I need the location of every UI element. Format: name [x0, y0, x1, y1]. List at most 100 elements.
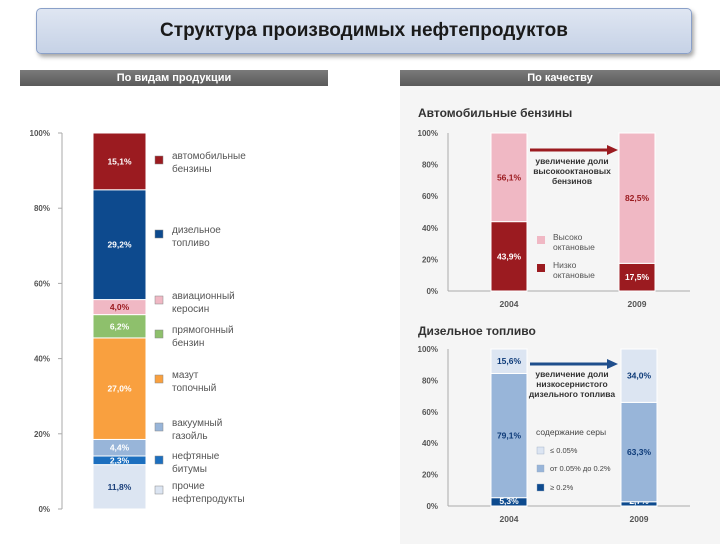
- diesel-y-tick-label: 100%: [418, 345, 438, 354]
- gasoline-bar-segment: [490, 132, 528, 223]
- left-bar-data-label: 29,2%: [107, 240, 132, 250]
- diesel-y-tick-label: 80%: [422, 376, 438, 385]
- left-legend-label-line2: топливо: [172, 238, 210, 249]
- gasoline-legend-label-line1: Низко: [553, 260, 577, 270]
- diesel-y-tick-label: 40%: [422, 439, 438, 448]
- diesel-y-tick-label: 60%: [422, 408, 438, 417]
- right-panel-background: [400, 86, 720, 544]
- left-bar-data-label: 2,3%: [110, 455, 130, 465]
- left-legend-label-line2: топочный: [172, 383, 216, 394]
- left-legend-swatch: [154, 229, 164, 239]
- left-legend-swatch: [154, 422, 164, 432]
- gasoline-legend-swatch: [537, 236, 545, 244]
- gasoline-bar-data-label: 17,5%: [625, 272, 650, 282]
- gasoline-y-tick-label: 60%: [422, 192, 438, 201]
- diesel-bar-data-label: 63,3%: [627, 447, 652, 457]
- diesel-trend-arrow-head: [607, 359, 618, 369]
- gasoline-legend-swatch: [537, 264, 545, 272]
- gasoline-y-tick-label: 20%: [422, 255, 438, 264]
- left-legend-label-line2: битумы: [172, 463, 207, 475]
- right-section-header-label: По качеству: [527, 72, 593, 84]
- left-bar-data-label: 11,8%: [108, 482, 132, 492]
- diesel-x-tick-label: 2004: [500, 514, 519, 524]
- gasoline-x-tick-label: 2009: [628, 299, 647, 309]
- gasoline-bar-data-label: 82,5%: [625, 193, 650, 203]
- gasoline-bar-data-label: 56,1%: [497, 172, 522, 182]
- gasoline-trend-arrow-head: [607, 145, 618, 155]
- left-bar-data-label: 4,0%: [110, 302, 130, 312]
- gasoline-y-tick-label: 100%: [418, 129, 438, 138]
- diesel-legend-label: от 0.05% до 0.2%: [550, 464, 611, 473]
- left-y-tick-label: 100%: [30, 129, 50, 138]
- diesel-bar-segment: [620, 348, 658, 403]
- slide-title-box: Структура производимых нефтепродуктов: [36, 8, 692, 54]
- gasoline-y-tick-label: 40%: [422, 224, 438, 233]
- left-bar-data-label: 6,2%: [110, 321, 130, 331]
- diesel-bar-data-label: 5,3%: [499, 496, 519, 506]
- left-legend-label-line1: прямогонный: [172, 325, 234, 336]
- right-section-header: По качеству: [400, 70, 720, 86]
- left-bar-data-label: 4,4%: [110, 443, 130, 453]
- left-legend-swatch: [154, 485, 164, 495]
- left-bar-data-label: 15,1%: [107, 156, 132, 166]
- left-section-header-label: По видам продукции: [116, 72, 232, 84]
- diesel-bar-data-label: 15,6%: [497, 356, 522, 366]
- left-legend-label-line1: мазут: [172, 370, 199, 381]
- left-legend-swatch: [154, 295, 164, 305]
- diesel-bar-segment: [620, 401, 658, 503]
- left-legend-label-line1: автомобильные: [172, 150, 246, 162]
- diesel-y-tick-label: 20%: [422, 471, 438, 480]
- gasoline-annotation-line: увеличение доли: [535, 156, 608, 166]
- gasoline-annotation-line: бензинов: [552, 176, 592, 186]
- diesel-legend-label: ≥ 0.2%: [550, 483, 574, 492]
- left-y-tick-label: 20%: [34, 430, 50, 439]
- left-legend-swatch: [154, 155, 164, 165]
- diesel-annotation-line: увеличение доли: [535, 369, 608, 379]
- left-y-tick-label: 80%: [34, 204, 50, 213]
- diesel-x-tick-label: 2009: [630, 514, 649, 524]
- gasoline-bar-data-label: 43,9%: [497, 251, 522, 261]
- left-bar-segment: [92, 132, 147, 191]
- gasoline-chart-title: Автомобильные бензины: [418, 106, 573, 120]
- diesel-bar-data-label: 79,1%: [497, 431, 522, 441]
- left-y-tick-label: 40%: [34, 355, 50, 364]
- diesel-legend-title: содержание серы: [536, 427, 606, 437]
- left-bar-segment: [92, 189, 147, 301]
- diesel-legend-swatch: [536, 464, 545, 473]
- left-legend-swatch: [154, 374, 164, 384]
- left-legend-swatch: [154, 329, 164, 339]
- diesel-chart-title: Дизельное топливо: [418, 324, 536, 338]
- left-y-tick-label: 60%: [34, 279, 50, 288]
- gasoline-bar-segment: [618, 132, 656, 264]
- diesel-legend-swatch: [536, 483, 545, 492]
- left-legend-label-line2: бензин: [172, 337, 204, 349]
- gasoline-bar-segment: [618, 262, 656, 292]
- gasoline-legend-label-line1: Высоко: [553, 232, 583, 242]
- diesel-bar-segment: [490, 348, 528, 374]
- gasoline-legend-label-line2: октановые: [553, 242, 595, 252]
- gasoline-y-tick-label: 80%: [422, 161, 438, 170]
- left-legend-swatch: [154, 455, 164, 465]
- left-section-header: По видам продукции: [20, 70, 328, 86]
- diesel-y-tick-label: 0%: [426, 502, 438, 511]
- diesel-annotation-line: дизельного топлива: [529, 389, 616, 399]
- left-legend-label-line1: дизельное: [172, 225, 221, 236]
- left-legend-label-line2: нефтепродукты: [172, 493, 245, 505]
- diesel-legend-swatch: [536, 446, 545, 455]
- gasoline-bar-segment: [490, 221, 528, 292]
- left-legend-label-line2: бензины: [172, 163, 212, 175]
- gasoline-y-tick-label: 0%: [426, 287, 438, 296]
- left-bar-data-label: 27,0%: [107, 384, 132, 394]
- gasoline-annotation-line: высокооктановых: [533, 166, 611, 176]
- left-bar-segment: [92, 464, 147, 510]
- left-legend-label-line1: вакуумный: [172, 418, 222, 429]
- left-legend-label-line1: авиационный: [172, 291, 235, 302]
- diesel-bar-segment: [490, 372, 528, 499]
- left-legend-label-line1: прочие: [172, 481, 205, 492]
- diesel-annotation-line: низкосернистого: [536, 379, 607, 389]
- left-legend-label-line2: керосин: [172, 304, 209, 315]
- left-legend-label-line1: нефтяные: [172, 450, 220, 462]
- left-legend-label-line2: газойль: [172, 431, 208, 442]
- diesel-bar-data-label: 34,0%: [627, 371, 652, 381]
